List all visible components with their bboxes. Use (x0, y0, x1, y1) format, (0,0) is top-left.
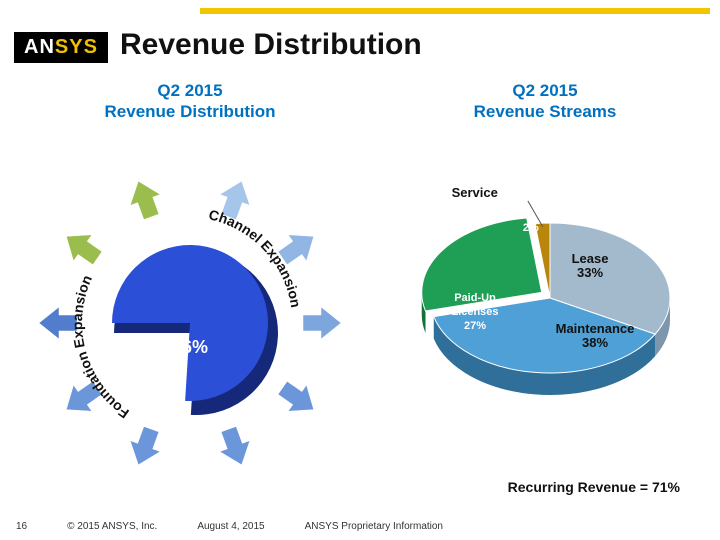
recurring-revenue-label: Recurring Revenue = 71% (508, 479, 680, 495)
confidential: ANSYS Proprietary Information (305, 521, 443, 532)
footer-date: August 4, 2015 (197, 521, 264, 532)
footer: 16 © 2015 ANSYS, Inc. August 4, 2015 ANS… (0, 521, 720, 532)
svg-text:2%: 2% (523, 221, 539, 233)
page-number: 16 (16, 521, 27, 532)
revenue-distribution-chart: Q2 2015 Revenue Distribution Foundation … (20, 80, 360, 483)
svg-text:76%: 76% (172, 337, 208, 357)
left-title-line2: Revenue Distribution (105, 102, 276, 121)
copyright: © 2015 ANSYS, Inc. (67, 521, 157, 532)
left-chart-svg: Foundation ExpansionChannel Expansion76% (20, 123, 360, 483)
page-title: Revenue Distribution (120, 28, 422, 62)
svg-text:Service: Service (452, 184, 498, 199)
logo-prefix: AN (24, 36, 55, 58)
left-title-line1: Q2 2015 (157, 81, 222, 100)
right-chart-svg: Lease33%Maintenance38%Paid-UpLicenses27%… (380, 123, 710, 443)
svg-text:Lease33%: Lease33% (572, 251, 609, 280)
top-accent-bar (200, 8, 710, 14)
right-chart-title: Q2 2015 Revenue Streams (380, 80, 710, 123)
right-title-line1: Q2 2015 (512, 81, 577, 100)
chart-area: Q2 2015 Revenue Distribution Foundation … (0, 80, 720, 500)
left-chart-title: Q2 2015 Revenue Distribution (20, 80, 360, 123)
ansys-logo: ANSYS (14, 32, 108, 63)
logo-suffix: SYS (55, 36, 98, 58)
revenue-streams-chart: Q2 2015 Revenue Streams Lease33%Maintena… (380, 80, 710, 443)
right-title-line2: Revenue Streams (474, 102, 617, 121)
